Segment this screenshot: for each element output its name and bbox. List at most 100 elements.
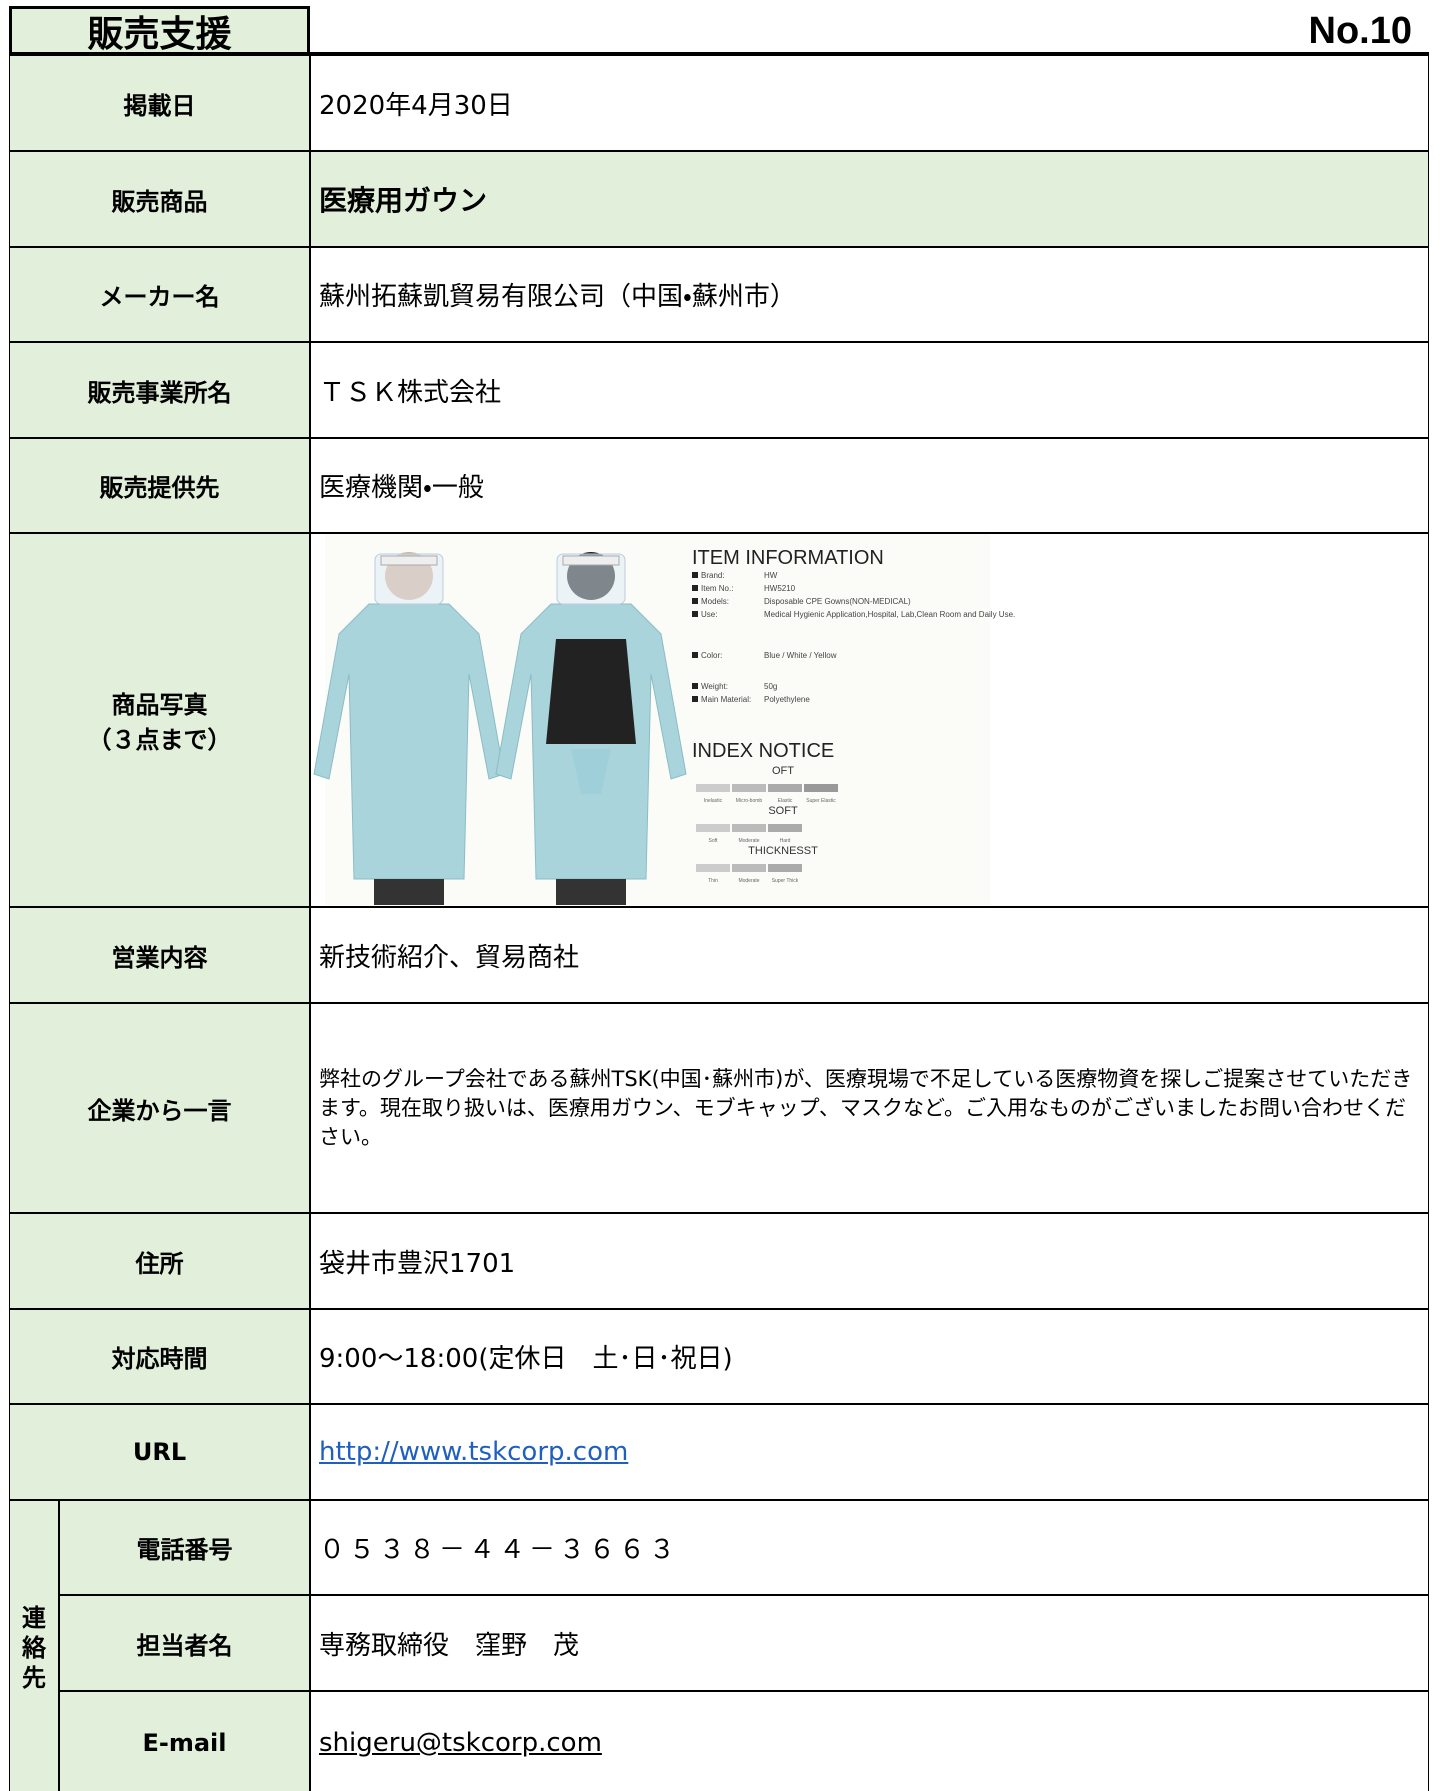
row-value: 弊社のグループ会社である蘇州TSK(中国･蘇州市)が、医療現場で不足している医療…: [310, 1003, 1429, 1213]
info-val: Blue / White / Yellow: [764, 651, 837, 660]
info-val: HW: [764, 571, 778, 580]
scale-bar: [732, 824, 766, 832]
contact-text: ０５３８－４４－３６６３: [319, 1535, 680, 1565]
scale-bar: [732, 864, 766, 872]
row-text: 2020年4月30日: [319, 90, 513, 121]
scale-bar: [732, 784, 766, 792]
bullet: [692, 611, 698, 617]
row-value: 9:00〜18:00(定休日 土･日･祝日): [310, 1309, 1429, 1404]
row-value: ＴＳＫ株式会社: [310, 342, 1429, 438]
rule: [310, 52, 1429, 55]
contact-row-label: E-mail: [59, 1691, 310, 1791]
scale-level: Elastic: [778, 798, 793, 804]
info-title: ITEM INFORMATION: [692, 547, 884, 569]
row-text: 蘇州拓蘇凱貿易有限公司（中国・蘇州市）: [319, 282, 796, 312]
scale-name: THICKNESST: [748, 845, 818, 857]
row-label: URL: [9, 1404, 310, 1500]
scale-bar: [696, 824, 730, 832]
info-key: Brand:: [701, 571, 725, 580]
tie: [571, 749, 611, 794]
scale-level: Super Elastic: [806, 798, 836, 804]
back-opening: [546, 639, 636, 744]
row-value: http://www.tskcorp.com: [310, 1404, 1429, 1500]
row-value: 新技術紹介、貿易商社: [310, 907, 1429, 1003]
row-value: 2020年4月30日: [310, 55, 1429, 151]
scale-bar: [804, 784, 838, 792]
url-link[interactable]: http://www.tskcorp.com: [319, 1437, 629, 1467]
contact-row-label: 担当者名: [59, 1595, 310, 1691]
info-key: Use:: [701, 610, 717, 619]
scale-name: SOFT: [768, 805, 798, 817]
info-val: HW5210: [764, 584, 796, 593]
row-text: 9:00〜18:00(定休日 土･日･祝日): [319, 1344, 733, 1374]
row-text: 袋井市豊沢1701: [319, 1248, 516, 1279]
row-label: メーカー名: [9, 247, 310, 342]
contact-label: 連絡先: [9, 1500, 59, 1791]
scale-level: Soft: [709, 838, 719, 844]
row-label: 商品写真 （３点まで）: [9, 533, 310, 907]
contact-text[interactable]: shigeru@tskcorp.com: [319, 1728, 602, 1758]
row-text: 新技術紹介、貿易商社: [319, 942, 580, 973]
row-label: 販売事業所名: [9, 342, 310, 438]
scale-name: OFT: [772, 765, 794, 777]
shield: [374, 553, 444, 605]
label-line: 絡: [22, 1633, 46, 1662]
row-text: ＴＳＫ株式会社: [319, 377, 502, 408]
scale-level: Thin: [708, 878, 718, 884]
info-key: Color:: [701, 651, 722, 660]
bullet: [692, 696, 698, 702]
scale-bar: [696, 784, 730, 792]
row-label: 住所: [9, 1213, 310, 1309]
bullet: [692, 652, 698, 658]
contact-text: 専務取締役 窪野 茂: [319, 1630, 580, 1661]
row-label: 営業内容: [9, 907, 310, 1003]
form-number: No.10: [1308, 10, 1412, 52]
row-label: 企業から一言: [9, 1003, 310, 1213]
label-line: （３点まで）: [87, 726, 232, 754]
row-text: 医療機関・一般: [319, 473, 484, 503]
gown: [313, 603, 505, 880]
info-val: Polyethylene: [764, 695, 810, 704]
scale-level: Moderate: [738, 878, 759, 884]
contact-row-value: shigeru@tskcorp.com: [310, 1691, 1429, 1791]
row-label: 販売商品: [9, 151, 310, 247]
row-label: 対応時間: [9, 1309, 310, 1404]
row-value: 蘇州拓蘇凱貿易有限公司（中国・蘇州市）: [310, 247, 1429, 342]
bullet: [692, 683, 698, 689]
contact-row-label: 電話番号: [59, 1500, 310, 1595]
bullet: [692, 585, 698, 591]
shield-band: [380, 555, 438, 566]
scale-bar: [768, 864, 802, 872]
index-title: INDEX NOTICE: [692, 740, 834, 762]
shield-band: [562, 555, 620, 566]
row-text: 弊社のグループ会社である蘇州TSK(中国･蘇州市)が、医療現場で不足している医療…: [319, 1066, 1413, 1149]
label-line: 先: [22, 1663, 46, 1692]
row-value: ITEM INFORMATION Brand: HW Item No.: HW5210 M…: [310, 533, 1429, 907]
scale-level: Moderate: [738, 838, 759, 844]
legs: [556, 879, 626, 905]
contact-row-value: 専務取締役 窪野 茂: [310, 1595, 1429, 1691]
label-line: 商品写真: [111, 691, 208, 719]
info-key: Item No.:: [701, 584, 733, 593]
scale-bar: [768, 824, 802, 832]
row-value: 袋井市豊沢1701: [310, 1213, 1429, 1309]
label-line: 連: [22, 1603, 46, 1632]
info-val: 50g: [764, 682, 777, 691]
legs: [374, 879, 444, 905]
info-val: Medical Hygienic Application,Hospital, L…: [764, 610, 1015, 619]
scale-level: Super Thick: [772, 878, 799, 884]
row-text: 医療用ガウン: [319, 184, 488, 217]
scale-bar: [696, 864, 730, 872]
contact-row-value: ０５３８－４４－３６６３: [310, 1500, 1429, 1595]
info-key: Models:: [701, 597, 729, 606]
info-key: Main Material:: [701, 695, 751, 704]
info-key: Weight:: [701, 682, 728, 691]
form-title: 販売支援: [9, 6, 310, 55]
bullet: [692, 598, 698, 604]
row-value: 医療用ガウン: [310, 151, 1429, 247]
scale-level: Hard: [780, 838, 791, 844]
row-label: 販売提供先: [9, 438, 310, 533]
info-val: Disposable CPE Gowns(NON-MEDICAL): [764, 597, 911, 606]
product-photo: ITEM INFORMATION Brand: HW Item No.: HW5210 M…: [313, 534, 1015, 905]
